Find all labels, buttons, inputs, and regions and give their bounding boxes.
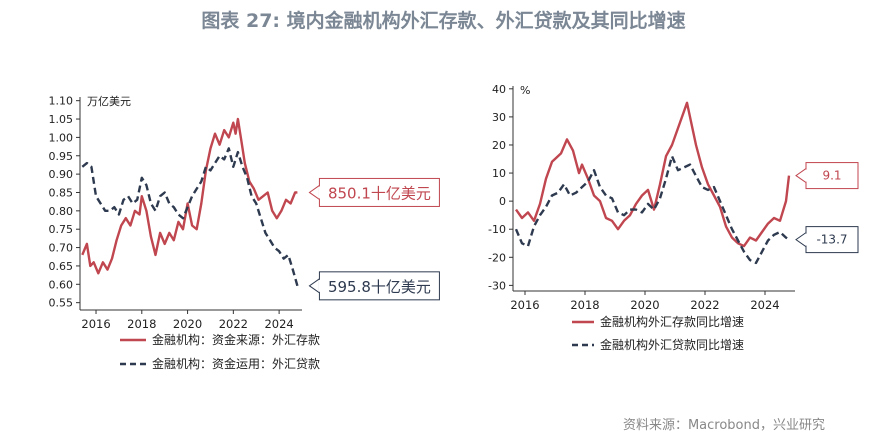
left-annotation-box	[318, 177, 440, 207]
right-legend-label: 金融机构外汇贷款同比增速	[600, 337, 744, 352]
left-y-tick-label: 0.75	[49, 223, 74, 236]
right-y-tick-label: 40	[492, 83, 506, 96]
right-series-loan-line	[514, 155, 790, 265]
right-legend-label: 金融机构外汇存款同比增速	[600, 314, 744, 329]
left-y-tick-label: 0.65	[49, 260, 74, 273]
left-y-tick-label: 1.05	[49, 113, 74, 126]
left-y-tick-label: 0.95	[49, 150, 74, 163]
right-y-tick-label: -30	[488, 279, 506, 292]
left-y-tick-label: 0.60	[49, 278, 74, 291]
left-y-tick-label: 1.10	[49, 95, 74, 108]
left-y-tick-label: 0.80	[49, 205, 74, 218]
right-x-tick-label: 2024	[750, 298, 779, 312]
right-annotation-pointer	[795, 167, 807, 184]
left-legend-label: 金融机构：资金来源：外汇存款	[152, 332, 320, 347]
left-x-tick-label: 2022	[219, 317, 248, 331]
right-annotation-box	[805, 226, 859, 254]
right-annotation-label: 9.1	[822, 169, 841, 183]
left-x-tick-label: 2020	[173, 317, 202, 331]
right-y-tick-label: 10	[492, 167, 506, 180]
left-x-tick-label: 2024	[264, 317, 293, 331]
left-y-tick-label: 0.55	[49, 297, 74, 310]
right-y-tick-label: 0	[499, 195, 506, 208]
right-y-tick-label: -10	[488, 223, 506, 236]
left-y-tick-label: 0.70	[49, 242, 74, 255]
right-x-tick-label: 2022	[690, 298, 719, 312]
right-annotation-box	[805, 162, 859, 190]
right-annotation-label: -13.7	[816, 233, 847, 247]
left-legend-label: 金融机构：资金运用：外汇贷款	[152, 356, 320, 371]
left-y-tick-label: 1.00	[49, 131, 74, 144]
left-unit-label: 万亿美元	[87, 95, 131, 108]
left-annotation-label: 850.1十亿美元	[328, 184, 431, 202]
page-title: 图表 27: 境内金融机构外汇存款、外汇贷款及其同比增速	[201, 10, 686, 32]
source-note: 资料来源：Macrobond，兴业研究	[622, 418, 825, 433]
left-annotation-label: 595.8十亿美元	[328, 278, 431, 296]
right-unit-label: %	[520, 84, 530, 97]
left-annotation-box	[318, 271, 440, 301]
left-x-tick-label: 2016	[81, 317, 110, 331]
left-y-tick-label: 0.85	[49, 186, 74, 199]
left-series-deposit-line	[81, 117, 298, 275]
right-x-tick-label: 2018	[570, 298, 599, 312]
right-y-tick-label: 30	[492, 111, 506, 124]
left-series-loan-line	[81, 147, 299, 287]
left-x-tick-label: 2018	[127, 317, 156, 331]
right-series-deposit-line	[515, 101, 791, 248]
left-y-tick-label: 0.90	[49, 168, 74, 181]
right-x-tick-label: 2020	[630, 298, 659, 312]
right-x-tick-label: 2016	[510, 298, 539, 312]
right-y-tick-label: -20	[488, 251, 506, 264]
right-y-tick-label: 20	[492, 139, 506, 152]
right-annotation-pointer	[795, 231, 807, 248]
